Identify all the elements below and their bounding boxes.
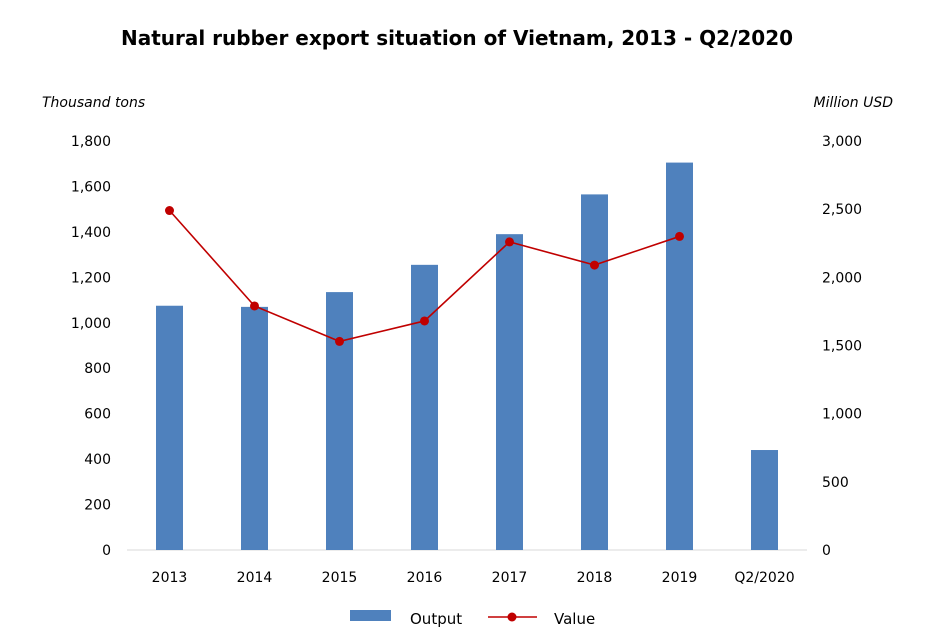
- value-point: [335, 336, 344, 346]
- right-tick-label: 3,000: [822, 134, 862, 150]
- right-tick-label: 0: [822, 543, 831, 559]
- x-tick-label: 2018: [577, 570, 613, 586]
- x-tick-label: 2016: [407, 570, 443, 586]
- right-tick-label: 1,000: [822, 407, 862, 423]
- output-bar: [241, 306, 268, 550]
- output-bar: [326, 292, 353, 550]
- x-tick-label: Q2/2020: [734, 570, 794, 586]
- legend: Output Value: [350, 610, 595, 628]
- right-tick-label: 500: [822, 475, 849, 491]
- output-bar: [496, 234, 523, 550]
- left-tick-label: 0: [102, 543, 111, 559]
- left-tick-label: 400: [84, 452, 111, 468]
- x-tick-label: 2017: [492, 570, 528, 586]
- x-axis-ticks: 2013 2014 2015 2016 2017 2018 2019 Q2/2020: [152, 570, 795, 586]
- left-tick-label: 1,600: [71, 179, 111, 195]
- right-axis-label: Million USD: [814, 95, 894, 111]
- value-point: [505, 237, 514, 247]
- right-tick-label: 1,500: [822, 339, 862, 355]
- value-point: [250, 301, 259, 311]
- left-tick-label: 1,200: [71, 270, 111, 286]
- output-bar: [156, 305, 183, 550]
- value-point: [675, 231, 684, 241]
- right-tick-label: 2,500: [822, 202, 862, 218]
- left-axis-ticks: 0 200 400 600 800 1,000 1,200 1,400 1,600 1,800: [71, 134, 111, 559]
- right-axis-ticks: 0 500 1,000 1,500 2,000 2,500 3,000: [822, 134, 862, 559]
- output-bar: [751, 450, 778, 550]
- output-bar: [666, 162, 693, 550]
- output-bar: [581, 194, 608, 550]
- left-tick-label: 800: [84, 361, 111, 377]
- left-tick-label: 200: [84, 498, 111, 514]
- x-tick-label: 2013: [152, 570, 188, 586]
- chart-title: Natural rubber export situation of Vietn…: [121, 26, 793, 50]
- left-tick-label: 1,000: [71, 316, 111, 332]
- value-line-series: [165, 206, 684, 346]
- legend-value-label: Value: [554, 610, 595, 628]
- value-point: [420, 316, 429, 326]
- left-tick-label: 1,800: [71, 134, 111, 150]
- right-tick-label: 2,000: [822, 270, 862, 286]
- output-bars: [156, 162, 778, 550]
- x-tick-label: 2019: [662, 570, 698, 586]
- left-tick-label: 600: [84, 407, 111, 423]
- legend-output-label: Output: [410, 610, 462, 628]
- x-tick-label: 2014: [237, 570, 273, 586]
- output-bar: [411, 264, 438, 550]
- value-point: [590, 260, 599, 270]
- x-tick-label: 2015: [322, 570, 358, 586]
- left-tick-label: 1,400: [71, 225, 111, 241]
- legend-output-swatch: [350, 610, 391, 621]
- left-axis-label: Thousand tons: [42, 95, 145, 111]
- legend-value-swatch-marker: [507, 612, 517, 622]
- value-point: [165, 206, 174, 216]
